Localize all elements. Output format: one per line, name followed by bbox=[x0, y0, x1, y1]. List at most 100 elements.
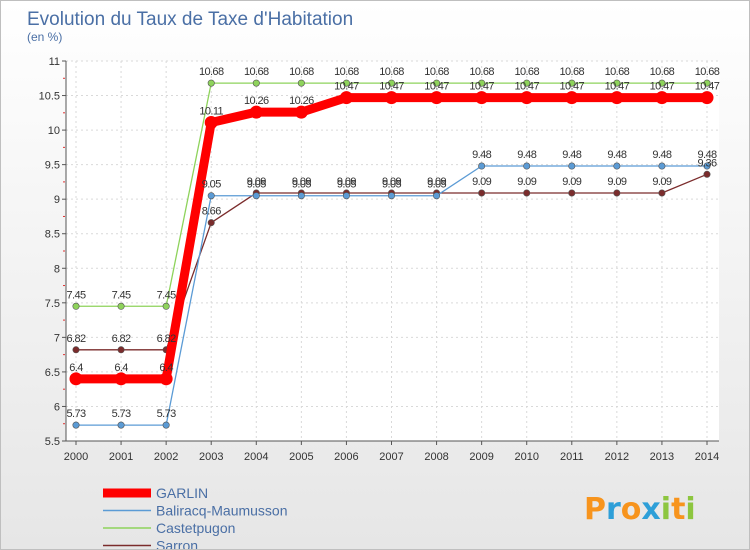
data-label: 7.45 bbox=[66, 289, 85, 301]
data-label: 9.09 bbox=[247, 176, 266, 188]
data-point bbox=[523, 79, 531, 87]
x-tick-label: 2012 bbox=[605, 451, 629, 463]
data-point bbox=[523, 162, 531, 170]
data-label: 9.09 bbox=[607, 176, 626, 188]
proxiti-logo: Proxiti bbox=[584, 492, 696, 527]
data-label: 9.05 bbox=[247, 179, 266, 191]
data-point bbox=[475, 91, 489, 105]
logo-letter: o bbox=[621, 492, 642, 527]
data-point bbox=[72, 421, 80, 429]
logo-letter: r bbox=[606, 492, 621, 527]
data-point bbox=[478, 189, 486, 197]
x-tick-label: 2004 bbox=[244, 451, 268, 463]
x-tick-label: 2002 bbox=[154, 451, 178, 463]
data-point bbox=[69, 372, 83, 386]
data-label: 5.73 bbox=[112, 408, 131, 420]
data-point bbox=[703, 170, 711, 178]
data-point bbox=[658, 79, 666, 87]
data-point bbox=[252, 192, 260, 200]
x-tick-label: 2001 bbox=[109, 451, 133, 463]
data-point bbox=[613, 162, 621, 170]
chart-title: Evolution du Taux de Taxe d'Habitation bbox=[27, 9, 353, 30]
data-point bbox=[117, 302, 125, 310]
data-point bbox=[703, 79, 711, 87]
data-point bbox=[114, 372, 128, 386]
data-label: 10.47 bbox=[695, 81, 720, 93]
data-label: 10.47 bbox=[560, 81, 585, 93]
data-point bbox=[613, 79, 621, 87]
data-label: 10.47 bbox=[334, 81, 359, 93]
data-label: 10.47 bbox=[469, 81, 494, 93]
data-label: 5.73 bbox=[66, 408, 85, 420]
logo-letter: i bbox=[661, 492, 671, 527]
data-point bbox=[249, 105, 263, 119]
data-point bbox=[252, 79, 260, 87]
logo-letter: P bbox=[584, 492, 606, 527]
data-label: 9.48 bbox=[472, 149, 491, 161]
data-label: 10.68 bbox=[469, 66, 494, 78]
x-tick-label: 2000 bbox=[64, 451, 88, 463]
y-tick-label: 10.5 bbox=[39, 91, 60, 103]
data-point bbox=[568, 189, 576, 197]
data-point bbox=[207, 79, 215, 87]
data-label: 9.48 bbox=[607, 149, 626, 161]
data-point bbox=[342, 192, 350, 200]
legend-label: Baliracq-Maumusson bbox=[156, 503, 288, 519]
data-label: 6.82 bbox=[112, 333, 131, 345]
data-label: 10.47 bbox=[650, 81, 675, 93]
legend-label: Castetpugon bbox=[156, 520, 235, 536]
x-tick-label: 2010 bbox=[514, 451, 538, 463]
y-tick-label: 9 bbox=[54, 194, 60, 206]
data-label: 10.68 bbox=[199, 66, 224, 78]
data-label: 10.47 bbox=[514, 81, 539, 93]
data-point bbox=[658, 189, 666, 197]
x-tick-label: 2008 bbox=[424, 451, 448, 463]
data-label: 9.09 bbox=[337, 176, 356, 188]
data-label: 10.68 bbox=[650, 66, 675, 78]
data-point bbox=[342, 79, 350, 87]
data-label: 6.4 bbox=[69, 362, 83, 374]
data-label: 9.05 bbox=[202, 179, 221, 191]
x-tick-label: 2005 bbox=[289, 451, 313, 463]
data-point bbox=[520, 91, 534, 105]
data-label: 9.09 bbox=[472, 176, 491, 188]
x-tick-label: 2011 bbox=[560, 451, 584, 463]
data-point bbox=[385, 91, 398, 105]
y-tick-label: 10 bbox=[48, 125, 60, 137]
data-label: 10.68 bbox=[334, 66, 359, 78]
data-point bbox=[568, 79, 576, 87]
data-point bbox=[613, 189, 621, 197]
data-point bbox=[159, 372, 173, 386]
data-label: 9.36 bbox=[697, 157, 716, 169]
x-tick-label: 2014 bbox=[695, 451, 719, 463]
data-point bbox=[162, 302, 170, 310]
data-point bbox=[207, 219, 215, 227]
data-label: 10.68 bbox=[289, 66, 314, 78]
data-point bbox=[478, 162, 486, 170]
data-label: 9.09 bbox=[382, 176, 401, 188]
data-label: 5.73 bbox=[157, 408, 176, 420]
data-point bbox=[387, 79, 395, 87]
data-label: 9.48 bbox=[562, 149, 581, 161]
data-point bbox=[387, 192, 395, 200]
data-label: 8.66 bbox=[202, 206, 221, 218]
data-label: 6.82 bbox=[157, 333, 176, 345]
data-label: 10.47 bbox=[424, 81, 449, 93]
data-label: 10.26 bbox=[289, 95, 314, 107]
data-point bbox=[478, 79, 486, 87]
data-point bbox=[117, 421, 125, 429]
y-tick-label: 6 bbox=[54, 401, 60, 413]
y-tick-label: 8.5 bbox=[45, 229, 60, 241]
data-point bbox=[433, 79, 441, 87]
data-label: 9.05 bbox=[427, 179, 446, 191]
data-point bbox=[207, 192, 215, 200]
data-point bbox=[294, 105, 308, 119]
data-point bbox=[568, 162, 576, 170]
logo-letter: i bbox=[685, 492, 695, 527]
data-label: 9.09 bbox=[427, 176, 446, 188]
data-label: 10.68 bbox=[424, 66, 449, 78]
data-label: 10.68 bbox=[605, 66, 630, 78]
data-label: 10.68 bbox=[379, 66, 404, 78]
